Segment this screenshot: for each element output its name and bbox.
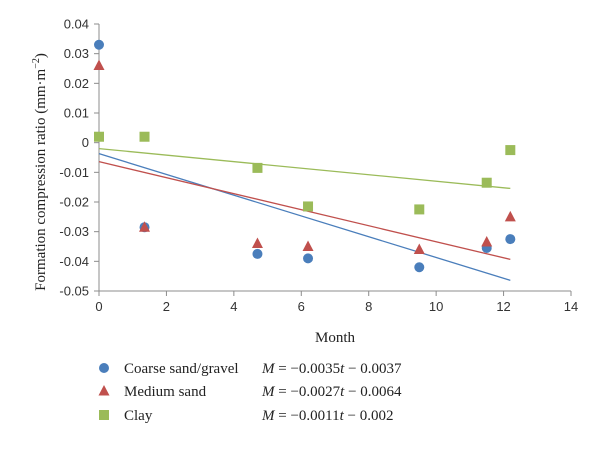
data-point (505, 234, 516, 245)
equation-intercept: − 0.0037 (344, 361, 402, 377)
x-tick-label: 0 (95, 299, 102, 314)
data-point (94, 131, 104, 142)
equation-variable: M (261, 408, 276, 424)
legend-label: Medium sand (124, 384, 207, 400)
y-tick-label: -0.01 (59, 165, 89, 180)
trend-line (98, 147, 511, 190)
data-point (252, 248, 263, 259)
data-point (414, 262, 425, 273)
data-point (252, 162, 263, 173)
y-tick-label: 0.01 (64, 106, 89, 121)
equation-coefficient: = −0.0035 (275, 361, 341, 377)
data-point (139, 131, 150, 142)
data-point (505, 145, 516, 156)
equation-intercept: − 0.0064 (344, 384, 402, 400)
data-point (481, 177, 492, 188)
data-points (93, 39, 516, 273)
data-point (139, 221, 151, 232)
x-tick-label: 4 (230, 299, 237, 314)
y-tick-label: 0.02 (64, 76, 89, 91)
x-tick-label: 6 (298, 299, 305, 314)
data-point (94, 39, 104, 50)
data-point (93, 59, 105, 71)
data-point (481, 236, 493, 247)
data-point (504, 210, 516, 222)
data-point (302, 240, 314, 251)
legend-equation: M = −0.0011t − 0.002 (261, 408, 394, 424)
equation-variable: t (340, 384, 345, 400)
y-tick-label: 0 (82, 135, 89, 150)
y-tick-label: 0.03 (64, 46, 89, 61)
data-point (303, 253, 314, 264)
legend-label: Coarse sand/gravel (124, 361, 239, 377)
axes: 0.04 0.03 0.02 0.01 0 -0.01 -0.02 -0.03 -0.04 -0.… (59, 17, 578, 315)
data-point (303, 201, 314, 212)
x-tick-label: 2 (163, 299, 170, 314)
legend-marker (99, 363, 109, 373)
data-point (414, 204, 425, 215)
equation-variable: t (340, 408, 345, 424)
trend-line (98, 153, 511, 281)
y-tick-label: -0.03 (59, 224, 89, 239)
y-axis-label-sup: −2 (31, 58, 42, 69)
legend-label: Clay (124, 408, 153, 424)
equation-variable: M (261, 384, 276, 400)
x-axis-label: Month (315, 330, 356, 346)
y-tick-label: -0.04 (59, 254, 89, 269)
equation-variable: t (340, 361, 345, 377)
x-tick-label: 8 (365, 299, 372, 314)
equation-coefficient: = −0.0011 (275, 408, 340, 424)
y-tick-label: -0.02 (59, 195, 89, 210)
x-tick-label: 10 (429, 299, 443, 314)
equation-coefficient: = −0.0027 (275, 384, 341, 400)
data-point (251, 237, 263, 249)
y-axis-label-main: Formation compression ratio (mm·m (33, 68, 49, 290)
x-tick-label: 12 (496, 299, 510, 314)
y-tick-label: -0.05 (59, 284, 89, 299)
y-axis-label: Formation compression ratio (mm·m−2) (31, 53, 49, 291)
legend-marker (99, 410, 109, 420)
equation-variable: M (261, 361, 276, 377)
legend: Coarse sand/gravel M = −0.0035t − 0.0037M… (98, 361, 402, 424)
y-axis-label-close: ) (33, 53, 49, 58)
y-tick-label: 0.04 (64, 17, 89, 32)
legend-equation: M = −0.0035t − 0.0037 (261, 361, 402, 377)
legend-marker (98, 385, 110, 396)
equation-intercept: − 0.002 (344, 408, 394, 424)
legend-equation: M = −0.0027t − 0.0064 (261, 384, 402, 400)
data-point (413, 243, 425, 254)
x-tick-label: 14 (564, 299, 578, 314)
